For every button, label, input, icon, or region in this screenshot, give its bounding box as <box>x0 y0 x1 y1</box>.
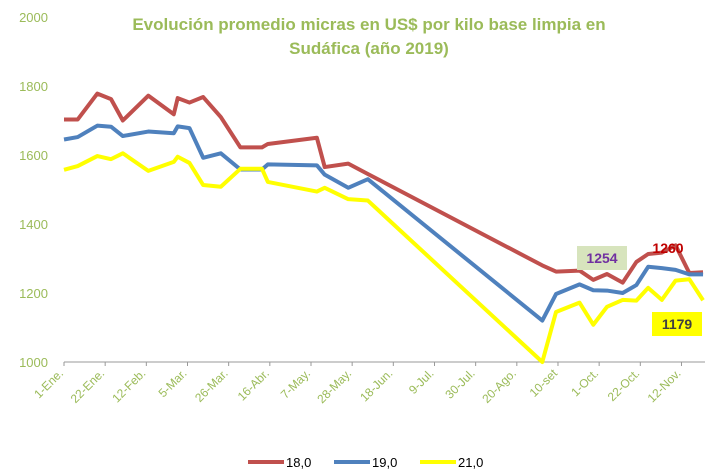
x-tick-label: 1-Ene. <box>31 366 66 401</box>
y-tick-label: 2000 <box>19 10 48 25</box>
x-tick-label: 9-Jul. <box>406 366 437 397</box>
x-tick-label: 26-Mar. <box>192 366 231 405</box>
annotation: 1254 <box>586 250 617 266</box>
series-line <box>63 123 704 323</box>
x-tick-label: 5-Mar. <box>156 366 190 400</box>
legend-label: 21,0 <box>458 455 483 470</box>
chart-title: Evolución promedio micras en US$ por kil… <box>132 15 605 34</box>
y-tick-label: 1000 <box>19 355 48 370</box>
annotation-box <box>577 246 627 270</box>
x-tick-label: 12-Feb. <box>109 366 148 405</box>
x-tick-label: 20-Ago. <box>479 366 519 406</box>
y-tick-label: 1200 <box>19 286 48 301</box>
x-tick-label: 22-Ene. <box>68 366 108 406</box>
y-tick-label: 1800 <box>19 79 48 94</box>
legend-label: 18,0 <box>286 455 311 470</box>
x-tick-label: 10-set <box>527 366 561 400</box>
x-tick-label: 28-May. <box>314 366 354 406</box>
annotation-box <box>652 312 702 336</box>
x-tick-label: 30-Jul. <box>442 366 477 401</box>
legend-label: 19,0 <box>372 455 397 470</box>
x-tick-label: 7-May. <box>278 366 313 401</box>
x-tick-label: 22-Oct. <box>605 366 643 404</box>
x-tick-label: 12-Nov. <box>645 366 684 405</box>
y-tick-label: 1400 <box>19 217 48 232</box>
x-tick-label: 1-Oct. <box>568 366 601 399</box>
annotation: 1179 <box>662 316 693 332</box>
series-line <box>63 151 705 364</box>
y-tick-label: 1600 <box>19 148 48 163</box>
x-tick-label: 16-Abr. <box>235 366 272 403</box>
x-tick-label: 18-Jun. <box>357 366 395 404</box>
series-line <box>64 91 704 285</box>
annotation: 1260 <box>652 240 683 256</box>
chart-title: Sudáfica (año 2019) <box>289 39 449 58</box>
